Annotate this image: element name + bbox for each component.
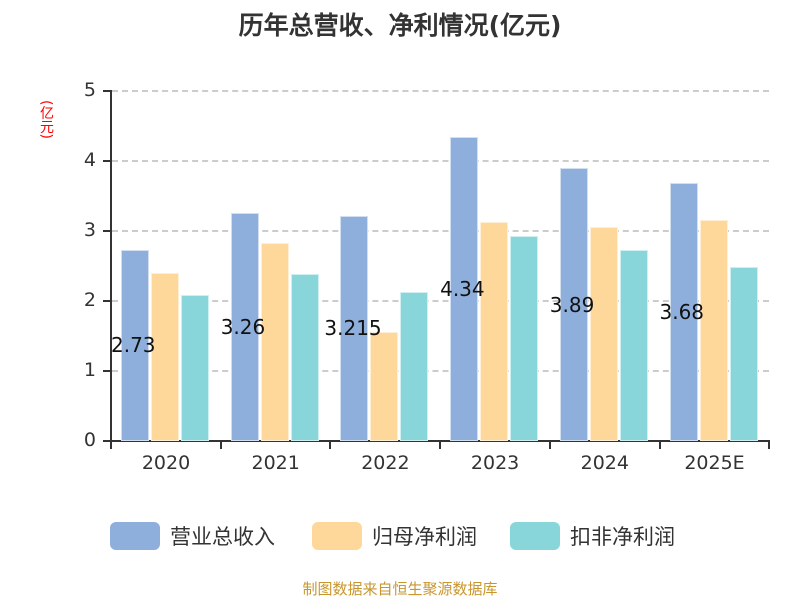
data-label: 4.34 (440, 276, 485, 301)
bar-revenue (340, 215, 369, 441)
data-label: 3.26 (220, 314, 266, 339)
x-axis-tick (219, 441, 222, 449)
x-axis-tick (548, 441, 551, 449)
x-axis-label: 2023 (470, 452, 520, 474)
bar-revenue (450, 136, 479, 441)
y-axis-tick-label: 3 (83, 218, 96, 241)
data-source-note: 制图数据来自恒生聚源数据库 (302, 580, 498, 598)
bar-deducted-net-profit (510, 235, 539, 441)
y-axis-tick-label: 2 (83, 288, 96, 311)
bar-revenue (121, 249, 149, 441)
gridline (112, 369, 769, 372)
x-axis-label: 2021 (251, 452, 300, 474)
legend-label: 归母净利润 (372, 525, 477, 549)
bar-net-profit (260, 242, 289, 441)
x-axis-label: 2024 (580, 452, 629, 474)
y-axis-tick (103, 229, 111, 232)
x-axis-tick (768, 441, 771, 449)
y-axis-tick (103, 439, 111, 442)
data-label: 3.89 (549, 292, 595, 317)
gridline (112, 89, 769, 92)
legend-item[interactable]: 营业总收入 (110, 520, 275, 552)
bar-deducted-net-profit (619, 249, 648, 441)
bar-net-profit (589, 227, 618, 441)
bar-deducted-net-profit (181, 295, 209, 441)
x-axis-label: 2025E (684, 452, 745, 474)
legend-item[interactable]: 扣非净利润 (510, 520, 675, 552)
bar-net-profit (370, 332, 399, 441)
legend-item[interactable]: 归母净利润 (312, 520, 477, 552)
bar-deducted-net-profit (400, 291, 429, 441)
chart-legend: 营业总收入 归母净利润 扣非净利润 (0, 520, 800, 552)
bar-revenue (230, 212, 259, 441)
legend-label: 营业总收入 (170, 525, 275, 549)
x-axis-label: 2020 (141, 452, 191, 474)
data-label: 3.215 (324, 316, 382, 341)
legend-label: 扣非净利润 (570, 525, 675, 549)
x-axis-tick (329, 441, 332, 449)
y-axis-tick-label: 5 (83, 78, 96, 101)
bar-net-profit (480, 222, 509, 441)
y-axis-tick (103, 299, 111, 302)
bar-revenue (559, 168, 588, 441)
x-axis-tick (110, 441, 112, 449)
x-axis-tick (658, 441, 661, 449)
data-label: 3.68 (659, 299, 705, 324)
y-axis-tick-label: 0 (83, 428, 96, 451)
bar-net-profit (699, 219, 728, 441)
gridline (112, 229, 769, 232)
x-axis-label: 2022 (361, 452, 410, 474)
gridline (112, 299, 769, 302)
y-axis-tick (103, 369, 111, 372)
y-axis-tick (103, 89, 111, 92)
bar-net-profit (151, 272, 179, 441)
legend-swatch-icon (312, 522, 362, 550)
y-axis-line (110, 90, 112, 442)
legend-swatch-icon (510, 522, 560, 550)
gridline (112, 159, 769, 162)
data-label: 2.73 (111, 333, 156, 358)
bar-deducted-net-profit (729, 267, 758, 441)
y-axis-unit-label: (亿元) (38, 99, 54, 139)
bar-deducted-net-profit (290, 274, 319, 441)
bar-revenue (669, 183, 698, 441)
y-axis-tick-label: 4 (83, 148, 96, 171)
x-axis-tick (439, 441, 442, 449)
legend-swatch-icon (110, 522, 160, 550)
y-axis-tick-label: 1 (83, 358, 96, 381)
chart-title: 历年总营收、净利情况(亿元) (238, 11, 562, 40)
y-axis-tick (103, 159, 111, 162)
